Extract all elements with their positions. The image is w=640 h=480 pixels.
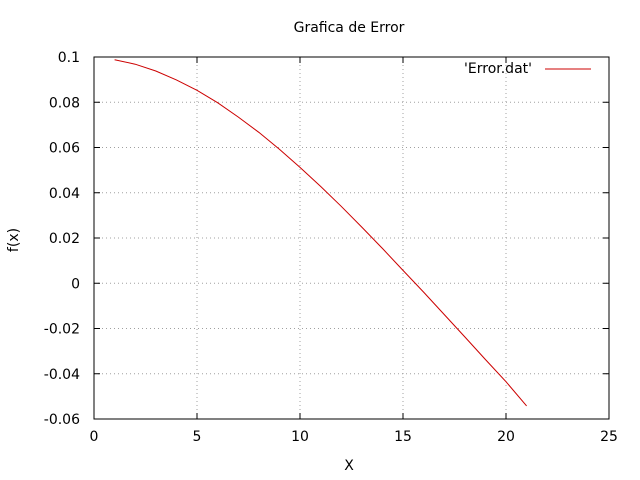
x-tick-label: 15 xyxy=(394,429,412,445)
x-tick-label: 5 xyxy=(193,429,202,445)
legend: 'Error.dat' xyxy=(464,61,591,77)
x-tick-label: 0 xyxy=(90,429,99,445)
ticks xyxy=(93,56,610,420)
y-tick-label: 0.02 xyxy=(49,231,80,247)
plot-frame xyxy=(93,56,610,420)
y-tick-label: 0.08 xyxy=(49,95,80,111)
tick-labels: 0 5 10 15 20 25 -0.06 -0.04 -0.02 0 0.02 0.04 0.06 0.… xyxy=(44,50,618,445)
y-tick-label: 0.06 xyxy=(49,141,80,157)
series-layer xyxy=(114,59,527,407)
x-tick-label: 20 xyxy=(497,429,515,445)
series-line xyxy=(114,59,527,407)
grid xyxy=(94,57,609,419)
y-tick-label: 0.04 xyxy=(49,186,80,202)
x-tick-label: 10 xyxy=(291,429,309,445)
chart-title: Grafica de Error xyxy=(294,20,405,36)
legend-label: 'Error.dat' xyxy=(464,61,532,77)
y-tick-label: -0.02 xyxy=(44,322,80,338)
y-tick-label: -0.04 xyxy=(44,367,80,383)
x-tick-label: 25 xyxy=(600,429,618,445)
x-axis-label: X xyxy=(344,458,354,474)
y-tick-label: -0.06 xyxy=(44,412,80,428)
y-tick-label: 0.1 xyxy=(58,50,80,66)
y-axis-label: f(x) xyxy=(6,228,22,252)
y-tick-label: 0 xyxy=(71,276,80,292)
